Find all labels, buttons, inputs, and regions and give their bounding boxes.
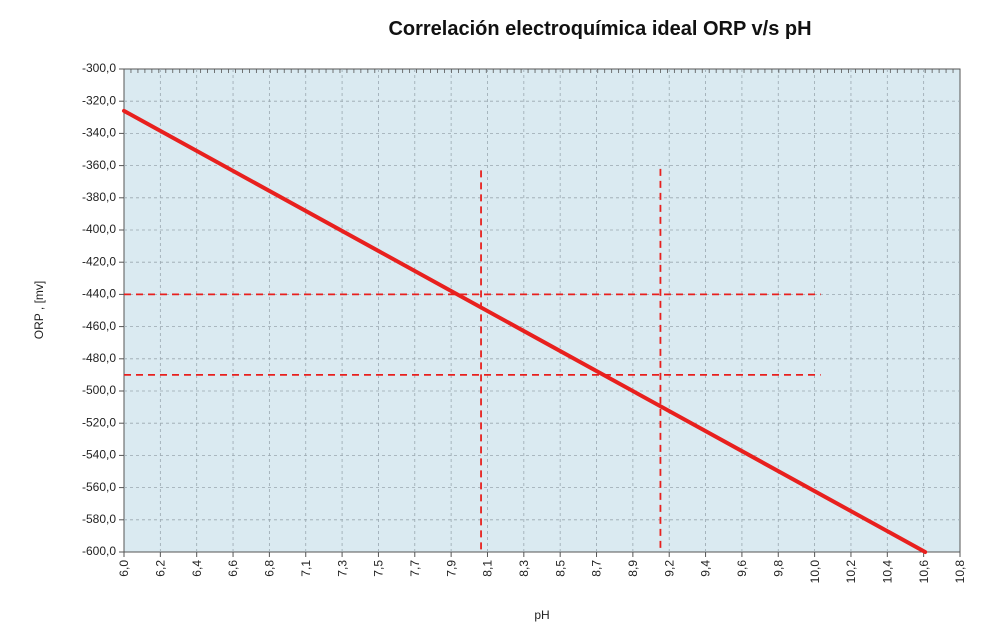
chart-title: Correlación electroquímica ideal ORP v/s… xyxy=(388,18,812,40)
x-tick-label: 6,2 xyxy=(154,560,168,577)
x-tick-label: 10,8 xyxy=(953,560,967,584)
x-tick-label: 8,7 xyxy=(590,560,604,577)
x-tick-label: 7,5 xyxy=(372,560,386,577)
x-tick-label: 9,6 xyxy=(735,560,749,577)
y-tick-label: -540,0 xyxy=(82,448,116,462)
x-tick-label: 6,6 xyxy=(226,560,240,577)
y-tick-label: -560,0 xyxy=(82,480,116,494)
y-tick-label: -600,0 xyxy=(82,544,116,558)
series-lines xyxy=(122,108,928,554)
x-tick-label: 6,0 xyxy=(117,560,131,577)
y-tick-label: -500,0 xyxy=(82,383,116,397)
y-tick-label: -380,0 xyxy=(82,190,116,204)
x-axis-ticks: 6,0 6,2 6,4 6,6 6,8 7,1 7,3 7,5 7,7 7,9 8,1 8,3 8,5 8… xyxy=(117,552,967,583)
y-tick-label: -320,0 xyxy=(82,93,116,107)
x-tick-label: 8,9 xyxy=(626,560,640,577)
x-tick-label: 10,4 xyxy=(880,560,894,584)
x-tick-label: 10,0 xyxy=(808,560,822,584)
y-tick-label: -340,0 xyxy=(82,126,116,140)
x-tick-label: 7,7 xyxy=(408,560,422,577)
x-tick-label: 9,4 xyxy=(699,560,713,577)
orp-series-line xyxy=(122,108,928,554)
y-tick-label: -400,0 xyxy=(82,222,116,236)
x-tick-label: 10,2 xyxy=(844,560,858,584)
x-axis-label: pH xyxy=(534,608,549,622)
x-tick-label: 6,4 xyxy=(190,560,204,577)
y-tick-label: -480,0 xyxy=(82,351,116,365)
y-tick-label: -580,0 xyxy=(82,512,116,526)
y-tick-label: -420,0 xyxy=(82,254,116,268)
x-tick-label: 7,1 xyxy=(299,560,313,577)
x-tick-label: 8,5 xyxy=(553,560,567,577)
x-tick-label: 8,1 xyxy=(481,560,495,577)
x-tick-label: 7,9 xyxy=(444,560,458,577)
y-tick-label: -520,0 xyxy=(82,415,116,429)
y-tick-label: -300,0 xyxy=(82,61,116,75)
y-tick-label: -360,0 xyxy=(82,158,116,172)
y-tick-label: -440,0 xyxy=(82,287,116,301)
reference-lines xyxy=(124,168,821,552)
y-axis-label: ORP , [mv] xyxy=(32,281,46,339)
y-axis-ticks: -300,0 -320,0 -340,0 -360,0 -380,0 -400,0 -420… xyxy=(82,61,124,558)
x-tick-label: 8,3 xyxy=(517,560,531,577)
x-tick-label: 10,6 xyxy=(917,560,931,584)
y-tick-label: -460,0 xyxy=(82,319,116,333)
x-tick-label: 9,2 xyxy=(662,560,676,577)
x-tick-label: 9,8 xyxy=(771,560,785,577)
x-tick-label: 6,8 xyxy=(263,560,277,577)
top-minor-ticks xyxy=(123,69,961,73)
x-tick-label: 7,3 xyxy=(335,560,349,577)
plot-area xyxy=(123,68,961,553)
